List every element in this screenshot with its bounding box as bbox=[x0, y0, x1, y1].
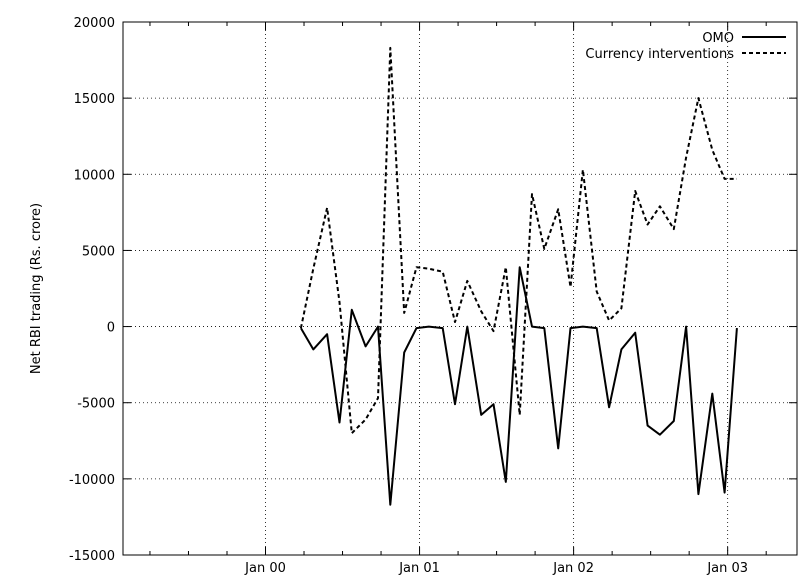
plot-frame bbox=[122, 21, 798, 556]
series-lines bbox=[299, 46, 738, 506]
y-axis-tick-labels: -15000 -10000 -5000 0 5000 10000 15000 20000 bbox=[69, 16, 115, 564]
y-tick-label: 20000 bbox=[74, 16, 115, 31]
x-axis-tick-labels: Jan 00 Jan 01 Jan 02 Jan 03 bbox=[244, 561, 748, 576]
legend-label: OMO bbox=[702, 31, 734, 46]
legend-label: Currency interventions bbox=[585, 47, 734, 62]
y-tick-label: -10000 bbox=[69, 473, 115, 488]
series-line-currency-interventions bbox=[299, 46, 737, 435]
x-tick-label: Jan 01 bbox=[398, 561, 440, 576]
y-axis-title: Net RBI trading (Rs. crore) bbox=[29, 203, 44, 374]
y-tick-label: 0 bbox=[107, 321, 115, 336]
y-tick-label: -15000 bbox=[69, 549, 115, 564]
y-tick-label: 10000 bbox=[74, 168, 115, 183]
x-tick-label: Jan 03 bbox=[706, 561, 748, 576]
y-tick-label: 15000 bbox=[74, 92, 115, 107]
y-tick-label: -5000 bbox=[77, 397, 115, 412]
series-line-omo bbox=[300, 266, 738, 506]
axis-ticks bbox=[123, 21, 797, 556]
grid-lines bbox=[123, 22, 797, 555]
x-tick-label: Jan 02 bbox=[552, 561, 594, 576]
x-tick-label: Jan 00 bbox=[244, 561, 286, 576]
y-tick-label: 5000 bbox=[82, 244, 115, 259]
